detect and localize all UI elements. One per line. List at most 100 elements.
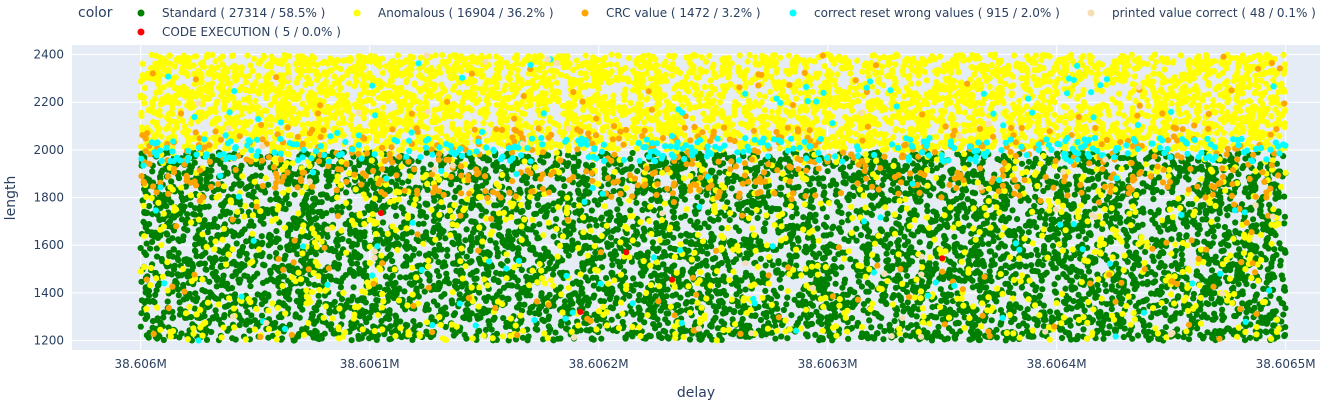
- data-point: [147, 245, 154, 252]
- data-point: [1016, 263, 1023, 270]
- data-point: [670, 234, 677, 241]
- data-point: [827, 231, 834, 238]
- data-point: [1239, 300, 1246, 307]
- data-point: [1028, 262, 1035, 269]
- data-point: [1221, 224, 1228, 231]
- data-point: [760, 310, 767, 317]
- data-point: [183, 256, 190, 263]
- data-point: [399, 235, 406, 242]
- data-point: [659, 293, 666, 300]
- data-point: [273, 278, 280, 285]
- data-point: [164, 298, 171, 305]
- data-point: [716, 289, 723, 296]
- data-point: [337, 284, 344, 291]
- data-point: [318, 199, 325, 206]
- data-point: [908, 244, 915, 251]
- data-point: [1063, 306, 1070, 313]
- data-point: [1081, 307, 1088, 314]
- data-point: [373, 336, 380, 343]
- data-point: [847, 256, 854, 263]
- data-point: [765, 320, 772, 327]
- data-point: [960, 156, 967, 163]
- data-point: [278, 335, 286, 342]
- data-point: [379, 219, 387, 226]
- data-point: [682, 300, 689, 307]
- data-point: [488, 326, 495, 333]
- data-point: [138, 278, 145, 285]
- data-point: [324, 233, 331, 240]
- data-point: [1054, 274, 1062, 281]
- data-point: [868, 324, 875, 331]
- data-point: [1131, 286, 1138, 293]
- data-point: [504, 282, 511, 289]
- data-point: [143, 251, 150, 258]
- data-point: [636, 291, 643, 299]
- data-point: [880, 336, 887, 343]
- data-point: [226, 209, 234, 216]
- data-point: [1135, 161, 1142, 168]
- data-point: [1075, 291, 1082, 298]
- data-point: [800, 214, 807, 221]
- data-point: [1178, 251, 1185, 258]
- data-point: [829, 337, 836, 344]
- data-point: [898, 336, 905, 343]
- data-point: [1209, 240, 1216, 247]
- data-point: [1250, 282, 1257, 290]
- data-point: [924, 207, 931, 215]
- data-point: [462, 237, 469, 244]
- data-point: [834, 199, 841, 206]
- data-point: [140, 218, 147, 225]
- data-point: [688, 298, 695, 305]
- data-point: [1204, 329, 1211, 336]
- data-point: [450, 241, 458, 248]
- data-point: [282, 252, 289, 259]
- data-point: [397, 274, 404, 281]
- data-point: [951, 233, 958, 240]
- data-point: [202, 266, 209, 273]
- data-point: [833, 181, 840, 188]
- data-point: [442, 262, 449, 269]
- data-point: [408, 229, 415, 236]
- data-point: [161, 202, 168, 209]
- data-point: [435, 259, 442, 266]
- data-point: [572, 209, 579, 216]
- data-point: [752, 312, 759, 320]
- data-point: [609, 261, 616, 269]
- data-point: [1170, 199, 1177, 207]
- data-point: [153, 253, 161, 260]
- data-point: [904, 299, 911, 306]
- data-point: [276, 289, 283, 296]
- data-point: [254, 270, 261, 277]
- data-point: [658, 272, 665, 279]
- data-point: [401, 288, 408, 295]
- data-point: [258, 233, 265, 240]
- data-point: [508, 273, 515, 280]
- data-point: [686, 336, 694, 343]
- data-point: [203, 336, 211, 343]
- data-point: [1091, 205, 1098, 212]
- data-point: [380, 240, 387, 247]
- data-point: [1142, 248, 1149, 255]
- data-point: [563, 242, 570, 249]
- data-point: [1073, 273, 1081, 280]
- data-point: [1172, 260, 1179, 267]
- data-point: [422, 304, 430, 311]
- data-point: [1116, 293, 1123, 300]
- data-point: [348, 337, 355, 344]
- data-point: [900, 308, 907, 315]
- data-point: [777, 191, 784, 198]
- data-point: [1239, 165, 1246, 172]
- data-point: [238, 230, 245, 237]
- data-point: [142, 224, 149, 231]
- data-point: [902, 332, 909, 339]
- data-point: [990, 237, 997, 245]
- data-point: [1279, 276, 1286, 283]
- data-point: [1214, 222, 1222, 230]
- data-point: [398, 204, 405, 211]
- data-point: [504, 257, 511, 264]
- data-point: [1085, 268, 1093, 275]
- data-point: [894, 185, 901, 192]
- data-point: [955, 320, 962, 327]
- data-point: [639, 206, 646, 214]
